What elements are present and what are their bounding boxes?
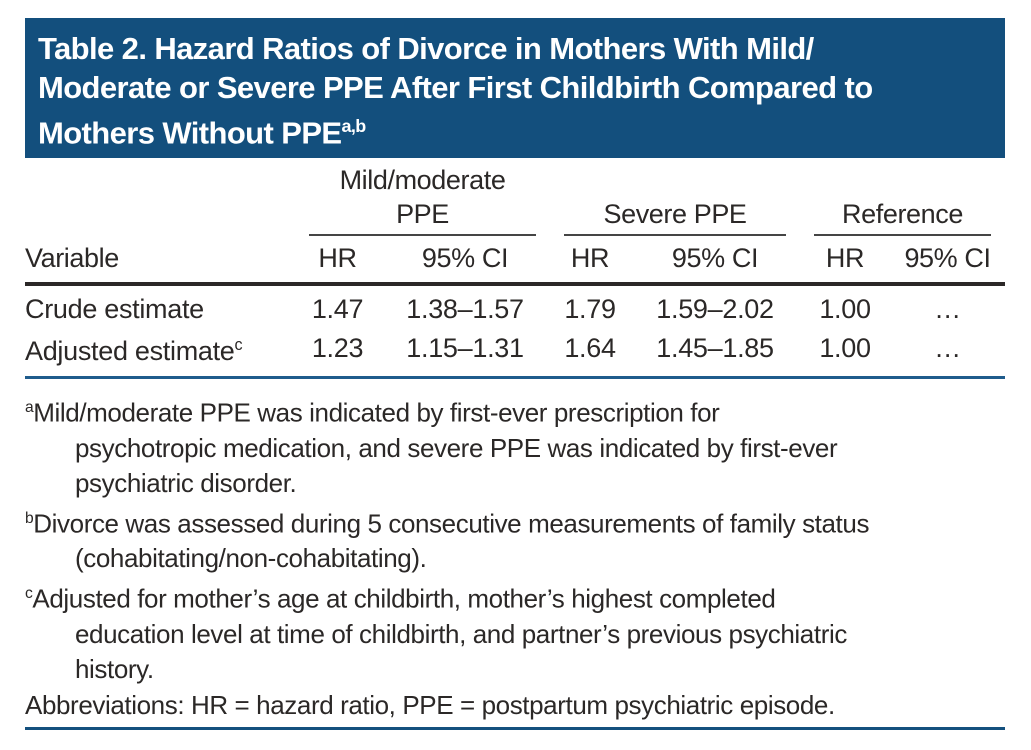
footnote-a-line-1: aMild/moderate PPE was indicated by firs… (25, 390, 1005, 431)
column-header-severe-ci: 95% CI (630, 236, 801, 286)
empty-corner-cell (25, 163, 295, 236)
column-header-ref-ci: 95% CI (890, 236, 1006, 286)
cell-ref-ci: … (890, 326, 1006, 379)
row-footnote-marker: c (234, 336, 243, 354)
group-header-reference-label: Reference (814, 197, 992, 236)
bottom-rule (25, 726, 1005, 730)
table-row-adjusted-estimate: Adjusted estimatec 1.23 1.15–1.31 1.64 1… (25, 326, 1006, 379)
row-label: Adjusted estimatec (25, 326, 295, 379)
cell-severe-ci: 1.59–2.02 (656, 294, 774, 324)
group-header-severe-ppe: Severe PPE (550, 163, 800, 236)
table-title-line-3-text: Mothers Without PPE (38, 115, 342, 151)
footnote-c-line-3: history. (75, 653, 154, 684)
abbreviations-line: Abbreviations: HR = hazard ratio, PPE = … (25, 689, 835, 720)
table-title-line-1: Table 2. Hazard Ratios of Divorce in Mot… (38, 31, 814, 66)
footnote-a-line-2: psychotropic medication, and severe PPE … (75, 432, 838, 463)
footnotes: aMild/moderate PPE was indicated by firs… (25, 390, 1005, 723)
cell-ref-ci: … (934, 294, 961, 324)
footnote-c-text: Adjusted for mother’s age at childbirth,… (32, 583, 776, 614)
title-footnote-marker: a,b (341, 116, 366, 136)
hazard-ratio-table: Mild/moderate PPE Severe PPE Reference V… (25, 163, 1006, 379)
cell-ref-hr: 1.00 (800, 326, 891, 379)
table-title-line-2: Moderate or Severe PPE After First Child… (38, 70, 873, 105)
column-header-mild-hr: HR (295, 236, 380, 286)
cell-severe-ci: 1.45–1.85 (630, 326, 801, 379)
row-label: Crude estimate (25, 294, 204, 324)
column-header-row: Variable HR 95% CI HR 95% CI HR 95% CI (25, 236, 1006, 286)
column-header-variable: Variable (25, 236, 295, 286)
footnote-a-text: Mild/moderate PPE was indicated by first… (33, 397, 720, 428)
cell-severe-hr: 1.79 (564, 294, 616, 324)
table-title-line-3: Mothers Without PPEa,b (38, 107, 991, 152)
footnote-c-marker: c (25, 585, 33, 603)
footnote-a-line-3: psychiatric disorder. (75, 467, 297, 498)
column-header-ref-hr: HR (800, 236, 891, 286)
footnote-b-text: Divorce was assessed during 5 consecutiv… (33, 508, 870, 539)
footnote-c-line-1: cAdjusted for mother’s age at childbirth… (25, 576, 1005, 617)
table-title-bar: Table 2. Hazard Ratios of Divorce in Mot… (25, 18, 1005, 158)
footnote-a-marker: a (25, 399, 34, 416)
group-header-severe-ppe-label: Severe PPE (564, 197, 787, 236)
group-label-line-1: Mild/moderate (339, 165, 506, 195)
table-figure: Table 2. Hazard Ratios of Divorce in Mot… (25, 18, 1006, 730)
group-label-line-2: PPE (396, 199, 449, 229)
footnote-b-marker: b (25, 509, 34, 527)
group-header-reference: Reference (800, 163, 1005, 236)
cell-mild-hr: 1.47 (311, 294, 364, 324)
cell-mild-ci: 1.15–1.31 (380, 326, 550, 379)
footnote-b-line-2: (cohabitating/non-cohabitating). (75, 543, 427, 574)
group-header-mild-moderate-ppe: Mild/moderate PPE (295, 163, 550, 236)
cell-ref-hr: 1.00 (819, 294, 871, 324)
footnote-c-line-2: education level at time of childbirth, a… (75, 618, 847, 649)
column-header-mild-ci: 95% CI (380, 236, 550, 286)
group-header-mild-moderate-ppe-label: Mild/moderate PPE (309, 163, 536, 236)
cell-mild-ci: 1.38–1.57 (406, 294, 524, 324)
column-header-severe-hr: HR (550, 236, 630, 286)
column-group-header-row: Mild/moderate PPE Severe PPE Reference (25, 163, 1005, 236)
cell-mild-hr: 1.23 (295, 326, 380, 379)
row-label-text: Adjusted estimate (25, 336, 235, 366)
footnote-b-line-1: bDivorce was assessed during 5 consecuti… (25, 501, 1005, 542)
table-row-crude-estimate: Crude estimate 1.47 1.38–1.57 1.79 1.59–… (25, 284, 1005, 326)
cell-severe-hr: 1.64 (550, 326, 630, 379)
